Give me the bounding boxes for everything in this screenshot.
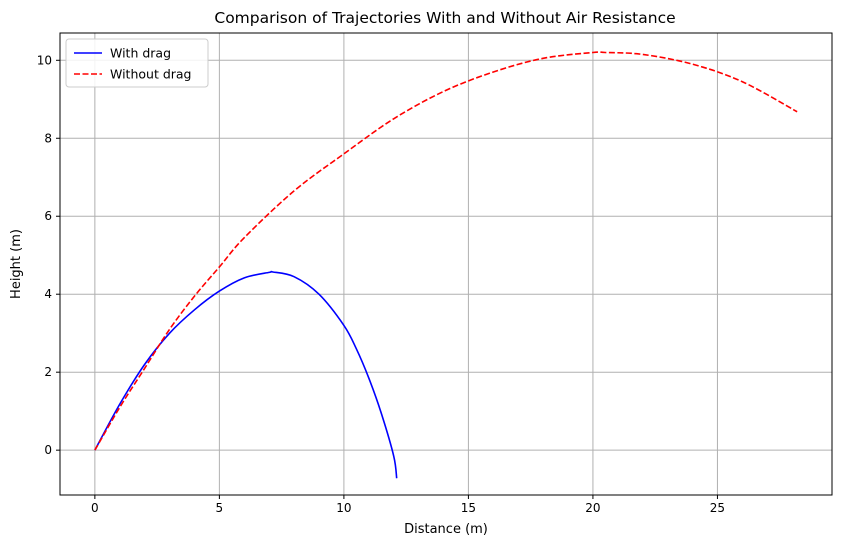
y-tick-label: 10 (37, 53, 52, 67)
chart-title: Comparison of Trajectories With and With… (214, 9, 675, 27)
x-tick-label: 25 (710, 501, 725, 515)
x-tick-label: 0 (91, 501, 99, 515)
x-tick-label: 20 (585, 501, 600, 515)
x-axis-label: Distance (m) (404, 522, 488, 537)
tick-layer: 0 5 10 15 20 25 0 2 4 6 8 10 (37, 53, 725, 515)
plot-frame (59, 32, 833, 496)
legend-label: With drag (110, 46, 171, 61)
y-tick-label: 4 (44, 287, 52, 301)
legend-label: Without drag (110, 67, 192, 82)
x-tick-label: 10 (336, 501, 351, 515)
series-line-without-drag (94, 51, 798, 451)
y-tick-label: 6 (44, 209, 52, 223)
grid-layer (60, 33, 832, 495)
x-tick-label: 15 (461, 501, 476, 515)
y-tick-label: 2 (44, 365, 52, 379)
series-layer (94, 51, 798, 479)
legend-box (65, 38, 209, 88)
x-tick-label: 5 (216, 501, 224, 515)
y-axis-label: Height (m) (9, 229, 24, 299)
legend: With drag Without drag (65, 38, 209, 88)
y-tick-label: 8 (44, 131, 52, 145)
y-tick-label: 0 (44, 443, 52, 457)
